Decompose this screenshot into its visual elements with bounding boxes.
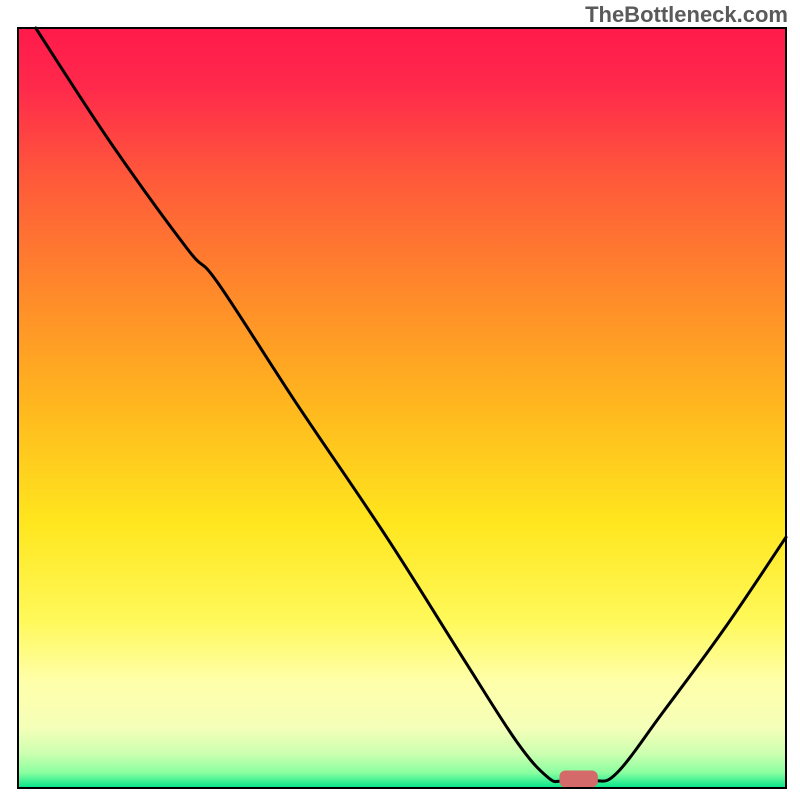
optimal-marker	[559, 771, 597, 788]
chart-container	[0, 0, 800, 800]
watermark-text: TheBottleneck.com	[585, 2, 788, 28]
chart-background	[18, 28, 786, 788]
bottleneck-chart	[0, 0, 800, 800]
